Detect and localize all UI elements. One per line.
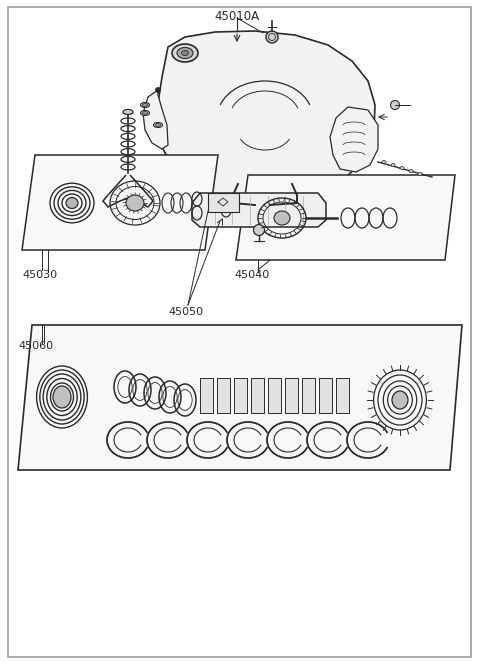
Ellipse shape bbox=[143, 112, 147, 114]
Text: 45030: 45030 bbox=[22, 270, 57, 280]
Ellipse shape bbox=[156, 124, 160, 126]
Polygon shape bbox=[330, 107, 378, 172]
Circle shape bbox=[156, 88, 160, 92]
Ellipse shape bbox=[172, 44, 198, 62]
Ellipse shape bbox=[181, 51, 189, 55]
Ellipse shape bbox=[141, 102, 149, 108]
FancyBboxPatch shape bbox=[200, 378, 213, 413]
Ellipse shape bbox=[409, 170, 413, 172]
FancyBboxPatch shape bbox=[319, 378, 332, 413]
Circle shape bbox=[391, 100, 399, 110]
FancyBboxPatch shape bbox=[217, 378, 230, 413]
Polygon shape bbox=[18, 325, 462, 470]
Ellipse shape bbox=[382, 160, 386, 164]
Ellipse shape bbox=[154, 122, 163, 128]
FancyBboxPatch shape bbox=[336, 378, 349, 413]
Ellipse shape bbox=[274, 211, 290, 225]
Polygon shape bbox=[143, 90, 168, 149]
Polygon shape bbox=[236, 175, 455, 260]
Polygon shape bbox=[22, 155, 218, 250]
FancyBboxPatch shape bbox=[8, 7, 471, 657]
Circle shape bbox=[266, 31, 278, 43]
Ellipse shape bbox=[123, 110, 133, 114]
Polygon shape bbox=[158, 31, 375, 201]
Ellipse shape bbox=[391, 164, 395, 166]
Ellipse shape bbox=[141, 110, 149, 116]
FancyBboxPatch shape bbox=[234, 378, 247, 413]
Ellipse shape bbox=[53, 386, 71, 408]
Ellipse shape bbox=[143, 104, 147, 106]
Text: 45010A: 45010A bbox=[215, 10, 260, 23]
Ellipse shape bbox=[418, 172, 422, 176]
FancyBboxPatch shape bbox=[302, 378, 315, 413]
Polygon shape bbox=[192, 193, 326, 227]
Circle shape bbox=[253, 225, 264, 235]
Ellipse shape bbox=[400, 166, 404, 170]
FancyBboxPatch shape bbox=[207, 192, 239, 211]
Ellipse shape bbox=[177, 47, 193, 59]
Ellipse shape bbox=[66, 198, 78, 209]
FancyBboxPatch shape bbox=[268, 378, 281, 413]
FancyBboxPatch shape bbox=[251, 378, 264, 413]
Text: 45060: 45060 bbox=[18, 341, 53, 351]
Text: 45050: 45050 bbox=[168, 307, 203, 317]
Ellipse shape bbox=[392, 391, 408, 409]
Ellipse shape bbox=[126, 195, 144, 211]
Text: 45040: 45040 bbox=[234, 270, 269, 280]
FancyBboxPatch shape bbox=[285, 378, 298, 413]
